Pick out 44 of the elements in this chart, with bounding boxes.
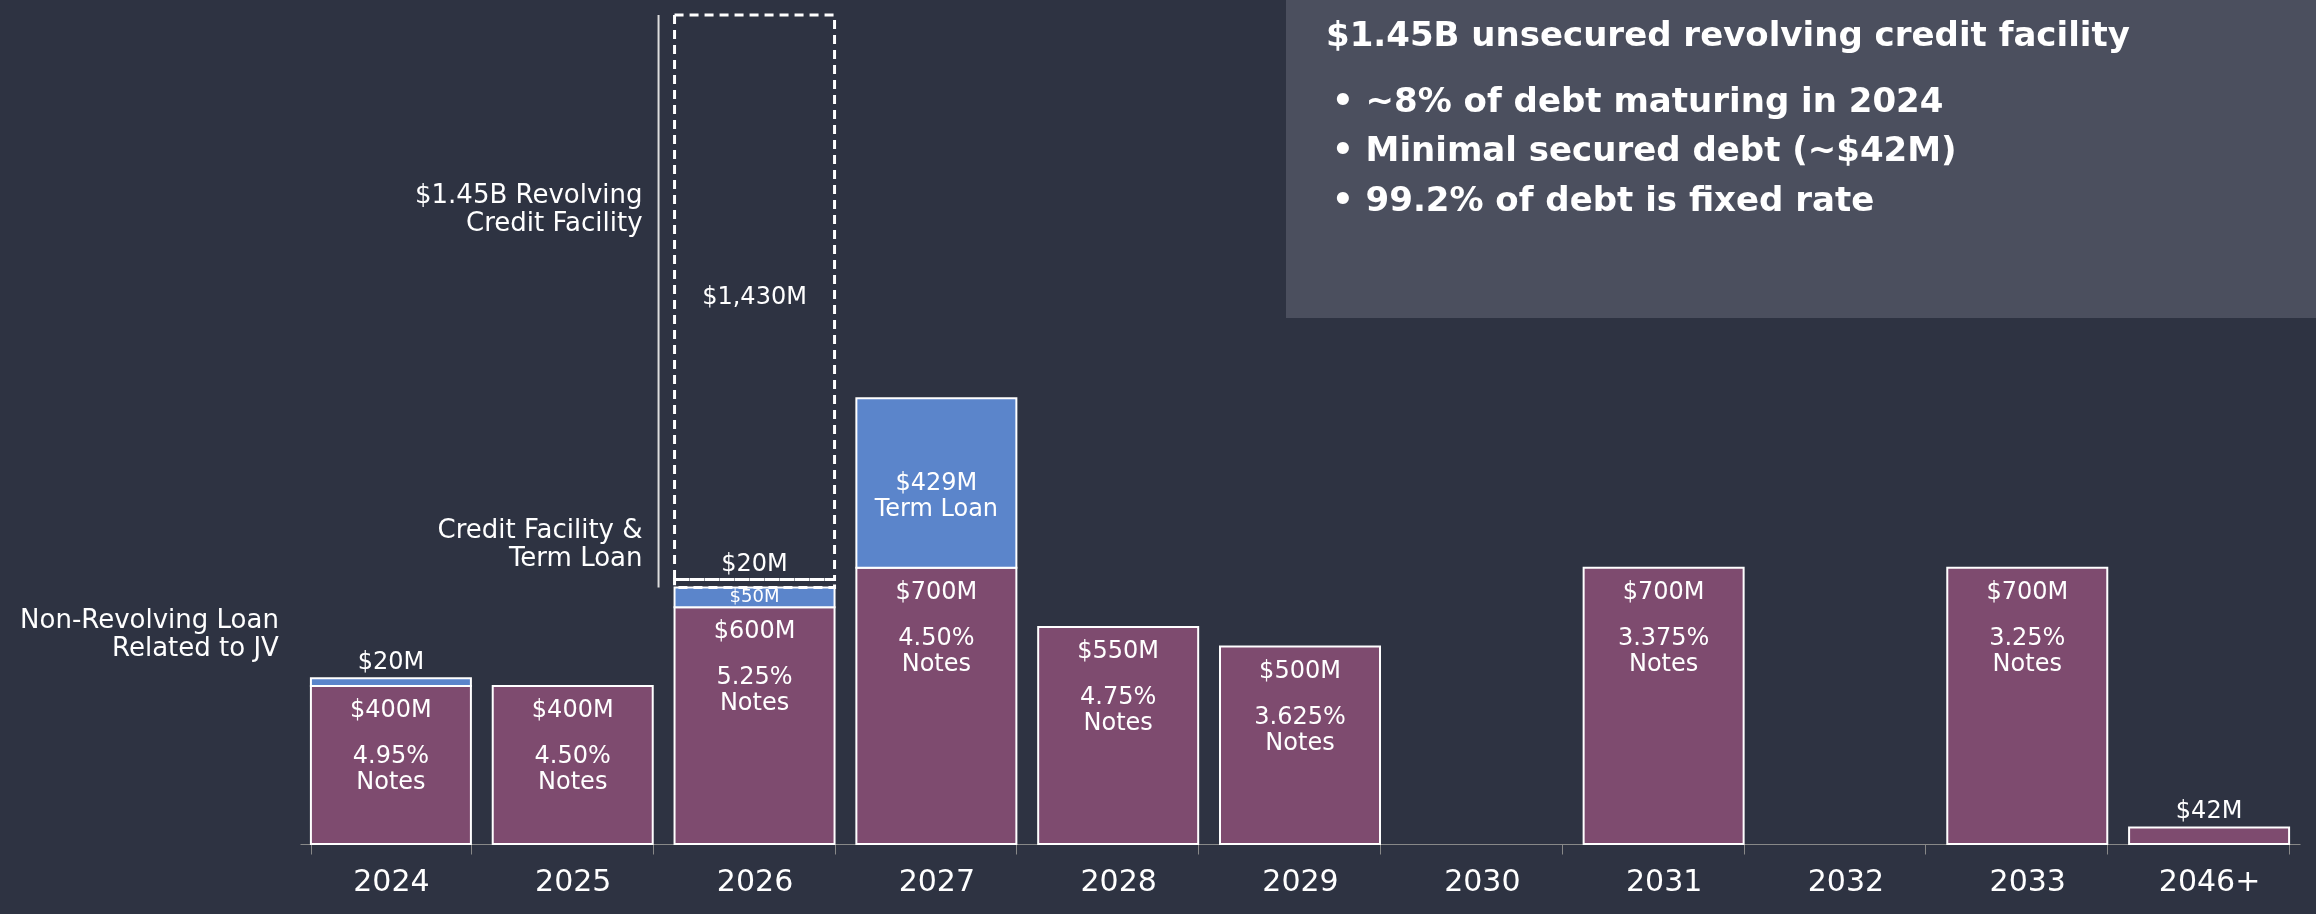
bar [1037,625,1200,845]
x-tick-label: 2046+ [2158,862,2261,898]
annotation: 4.50% Notes [534,741,611,796]
data-label: $1,430M [702,282,807,311]
data-label: $600M [713,616,796,645]
data-label: $429M Term Loan [873,467,999,522]
annotation: 5.25% Notes [716,662,793,717]
text: Non-Revolving Loan Related to JV [20,604,280,662]
annotation: $1.45B Revolving Credit Facility [415,179,643,237]
x-tick-label: 2030 [1444,862,1521,898]
x-tick-label: 2029 [1262,862,1339,898]
text: • ~8% of debt maturing in 2024 • Minimal secured debt (~$42M) • 99.2% of debt is fixed rate [1332,79,1958,221]
bar [1219,645,1381,845]
x-tick-label: 2024 [353,862,430,898]
data-label: $500M [1259,655,1341,684]
annotation: 3.375% Notes [1617,622,1710,677]
bar [1582,566,1745,845]
x-tick-label: 2031 [1625,862,1703,898]
x-tick-label: 2026 [716,862,794,898]
bar [1946,566,2109,845]
annotation: 4.75% Notes [1080,681,1157,736]
data-label: $20M [357,647,425,676]
data-label: $400M [350,695,432,724]
data-label: $42M [2175,796,2243,825]
annotation: 4.50% Notes [898,622,975,677]
data-label: $400M [531,695,614,724]
data-label: $700M [1986,576,2069,605]
chart-title: $1.45B unsecured revolving credit facility [1326,14,2131,54]
annotation: 3.625% Notes [1254,701,1346,756]
annotation: 3.25% Notes [1989,622,2066,677]
annotation: 4.95% Notes [352,741,430,796]
data-label: $700M [1622,576,1705,605]
x-tick-label: 2027 [898,862,976,898]
bar [2128,826,2291,845]
data-label: $700M [895,576,978,605]
annotation: Credit Facility & Term Loan [437,514,643,572]
x-tick-label: 2032 [1807,862,1885,898]
x-tick-label: 2033 [1989,862,2066,898]
data-label: $20M [721,548,788,577]
x-tick-label: 2028 [1080,862,1157,898]
data-label: $550M [1077,635,1160,664]
bar [491,685,654,845]
x-tick-label: 2025 [535,862,612,898]
data-label: $50M [729,585,780,607]
